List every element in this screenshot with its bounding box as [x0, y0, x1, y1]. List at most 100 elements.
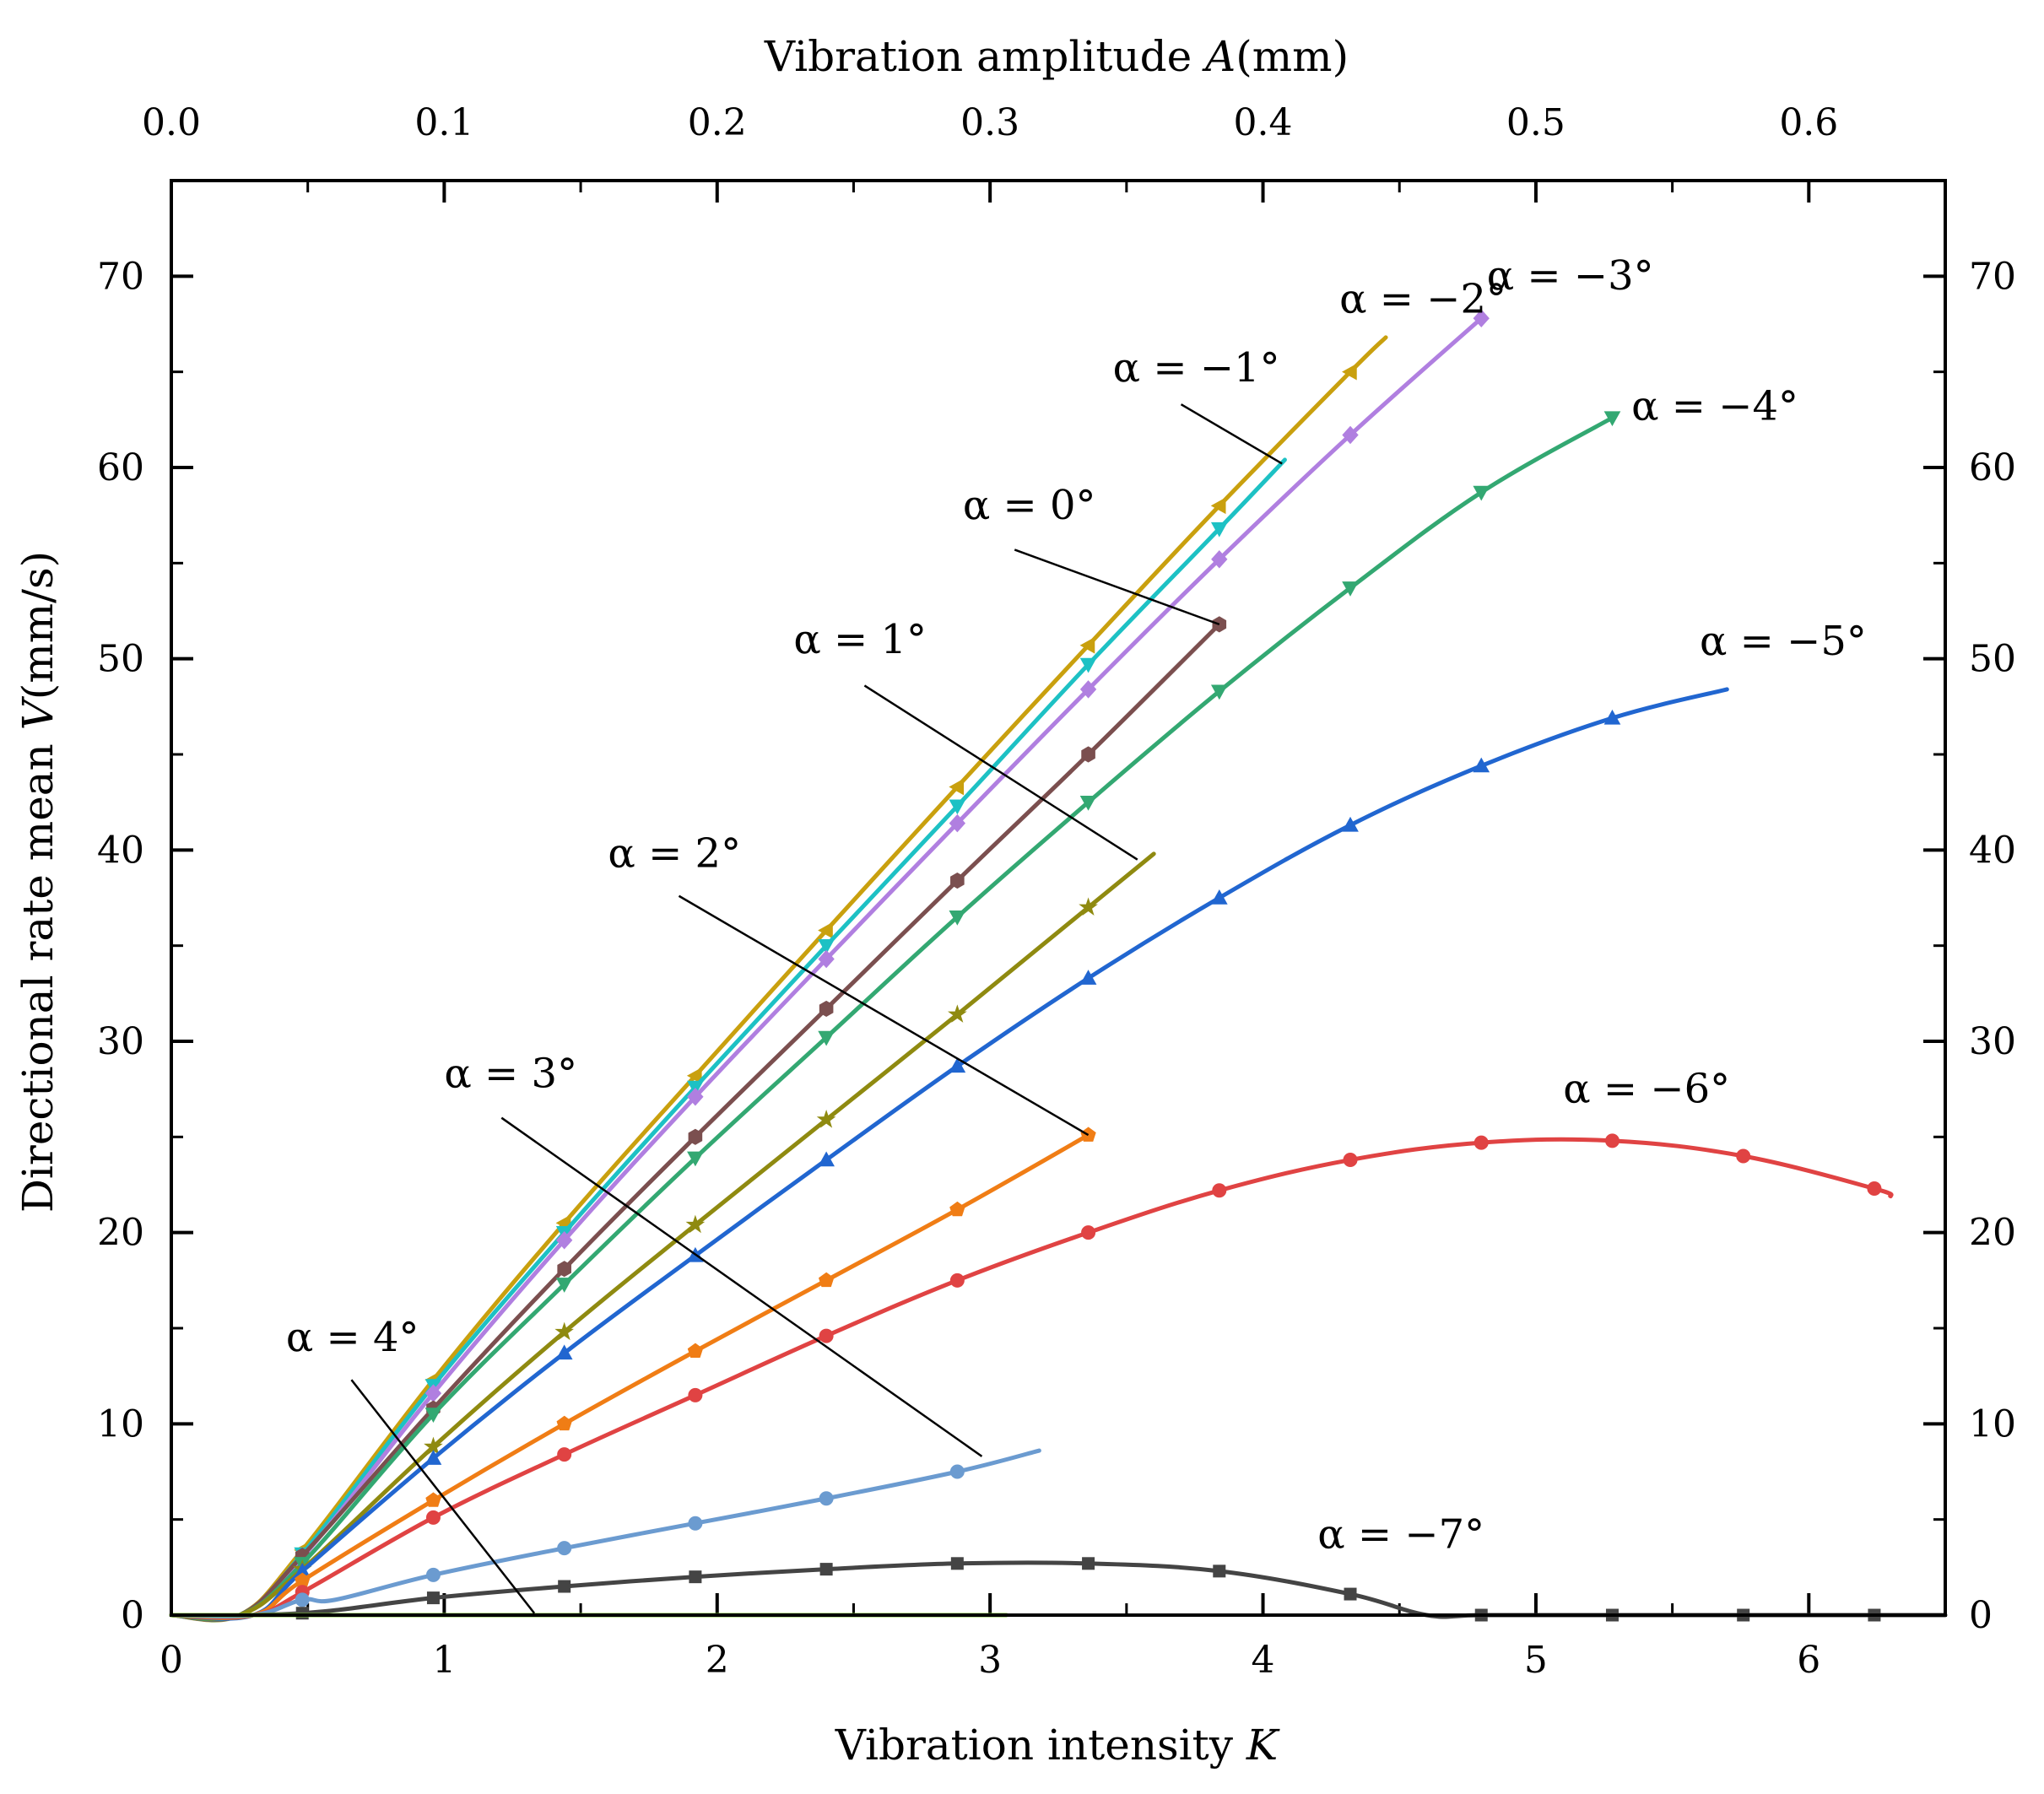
- y-tick-label: 20: [97, 1212, 144, 1255]
- x-tick-label: 4: [1252, 1639, 1275, 1682]
- data-point: [557, 1541, 572, 1556]
- series-labels: α = −2°α = −3° α = −1° α = −4° α = 0° α = −5…: [286, 252, 1867, 1558]
- data-point: [1210, 684, 1228, 700]
- data-point: [1081, 1225, 1096, 1240]
- y-axis-title: Directional rate mean V(mm/s): [14, 551, 62, 1213]
- leader-line: [500, 1116, 983, 1457]
- plot-frame: [170, 179, 1947, 1617]
- data-point: [687, 1087, 704, 1106]
- series-4: [169, 411, 1621, 1622]
- data-point: [1079, 795, 1097, 811]
- data-point: [950, 1557, 964, 1570]
- data-point: [819, 1563, 833, 1576]
- data-point: [557, 1261, 571, 1278]
- data-point: [1474, 1135, 1489, 1150]
- top-x-tick-label: 0.6: [1779, 101, 1838, 144]
- data-point: [1212, 1183, 1227, 1198]
- series-2: [169, 309, 1490, 1622]
- data-point: [1079, 970, 1097, 985]
- data-point: [555, 1278, 573, 1293]
- data-point: [949, 778, 965, 796]
- data-point: [426, 1591, 440, 1605]
- x-tick-label: 1: [432, 1639, 456, 1682]
- series-line: [169, 622, 1222, 1623]
- data-point: [1342, 425, 1359, 445]
- series-3: [169, 616, 1227, 1623]
- series-line: [169, 687, 1729, 1621]
- x-tick-label: 5: [1524, 1639, 1548, 1682]
- data-point: [819, 1328, 834, 1343]
- series-label: α = 1°: [793, 616, 927, 663]
- data-point: [818, 921, 833, 939]
- right-y-tick-label: 30: [1969, 1020, 2016, 1063]
- data-point: [424, 1450, 442, 1465]
- data-point: [1210, 521, 1228, 538]
- x-tick-label: 2: [706, 1639, 729, 1682]
- leader-line: [1014, 548, 1220, 626]
- series-line: [169, 1137, 1894, 1619]
- series-line: [169, 1132, 1091, 1620]
- data-point: [688, 1387, 703, 1402]
- data-point: [1344, 1587, 1357, 1601]
- data-point: [425, 1492, 441, 1507]
- data-point: [555, 1344, 573, 1360]
- series-9: [169, 1448, 1041, 1618]
- data-point: [1473, 309, 1490, 327]
- data-point: [1079, 897, 1098, 916]
- data-point: [556, 1230, 573, 1250]
- series-label: α = −6°: [1563, 1066, 1730, 1113]
- y-tick-label: 10: [97, 1402, 144, 1445]
- data-point: [557, 1447, 572, 1462]
- data-point: [1473, 757, 1490, 773]
- leader-line: [1180, 403, 1283, 465]
- series-layer: [169, 309, 1948, 1623]
- top-x-tick-label: 0.2: [688, 101, 747, 144]
- series-line: [169, 851, 1156, 1621]
- data-point: [1343, 1153, 1358, 1168]
- data-point: [295, 1592, 310, 1608]
- series-label: α = −5°: [1700, 618, 1867, 665]
- data-point: [556, 1415, 572, 1431]
- series-line: [169, 335, 1388, 1623]
- right-y-tick-label: 10: [1969, 1402, 2016, 1445]
- leader-line: [678, 894, 1090, 1137]
- data-point: [949, 1464, 965, 1479]
- data-point: [1079, 680, 1097, 699]
- data-point: [1081, 746, 1095, 763]
- series-8: [169, 1133, 1894, 1619]
- series-6: [169, 687, 1729, 1621]
- data-point: [1082, 1557, 1095, 1570]
- data-point: [950, 873, 965, 889]
- series-line: [169, 316, 1484, 1622]
- series-label: α = −4°: [1631, 382, 1798, 430]
- series-5: [169, 851, 1156, 1621]
- data-point: [818, 938, 835, 954]
- data-point: [1210, 497, 1226, 515]
- series-label: α = 0°: [963, 482, 1096, 529]
- top-x-tick-label: 0.4: [1234, 101, 1293, 144]
- leader-line: [350, 1379, 536, 1614]
- data-point: [1079, 657, 1097, 673]
- right-y-tick-label: 40: [1969, 829, 2016, 872]
- top-x-tick-label: 0.5: [1506, 101, 1565, 144]
- data-point: [1342, 816, 1359, 832]
- data-point: [818, 1272, 835, 1288]
- series-label: α = 3°: [444, 1050, 577, 1097]
- y-tick-label: 30: [97, 1020, 144, 1063]
- data-point: [1079, 636, 1095, 654]
- data-point: [1213, 1564, 1226, 1578]
- series-label: α = −1°: [1113, 344, 1280, 392]
- data-point: [1867, 1181, 1882, 1197]
- y-tick-label: 50: [97, 638, 144, 681]
- data-point: [819, 1000, 834, 1018]
- series-0: [169, 335, 1388, 1623]
- right-y-tick-label: 20: [1969, 1212, 2016, 1255]
- data-point: [1342, 581, 1359, 597]
- data-point: [949, 1057, 966, 1073]
- data-point: [949, 799, 966, 815]
- x-tick-label: 6: [1797, 1639, 1820, 1682]
- data-point: [554, 1321, 575, 1341]
- data-point: [688, 1128, 703, 1145]
- y-tick-label: 0: [121, 1594, 144, 1637]
